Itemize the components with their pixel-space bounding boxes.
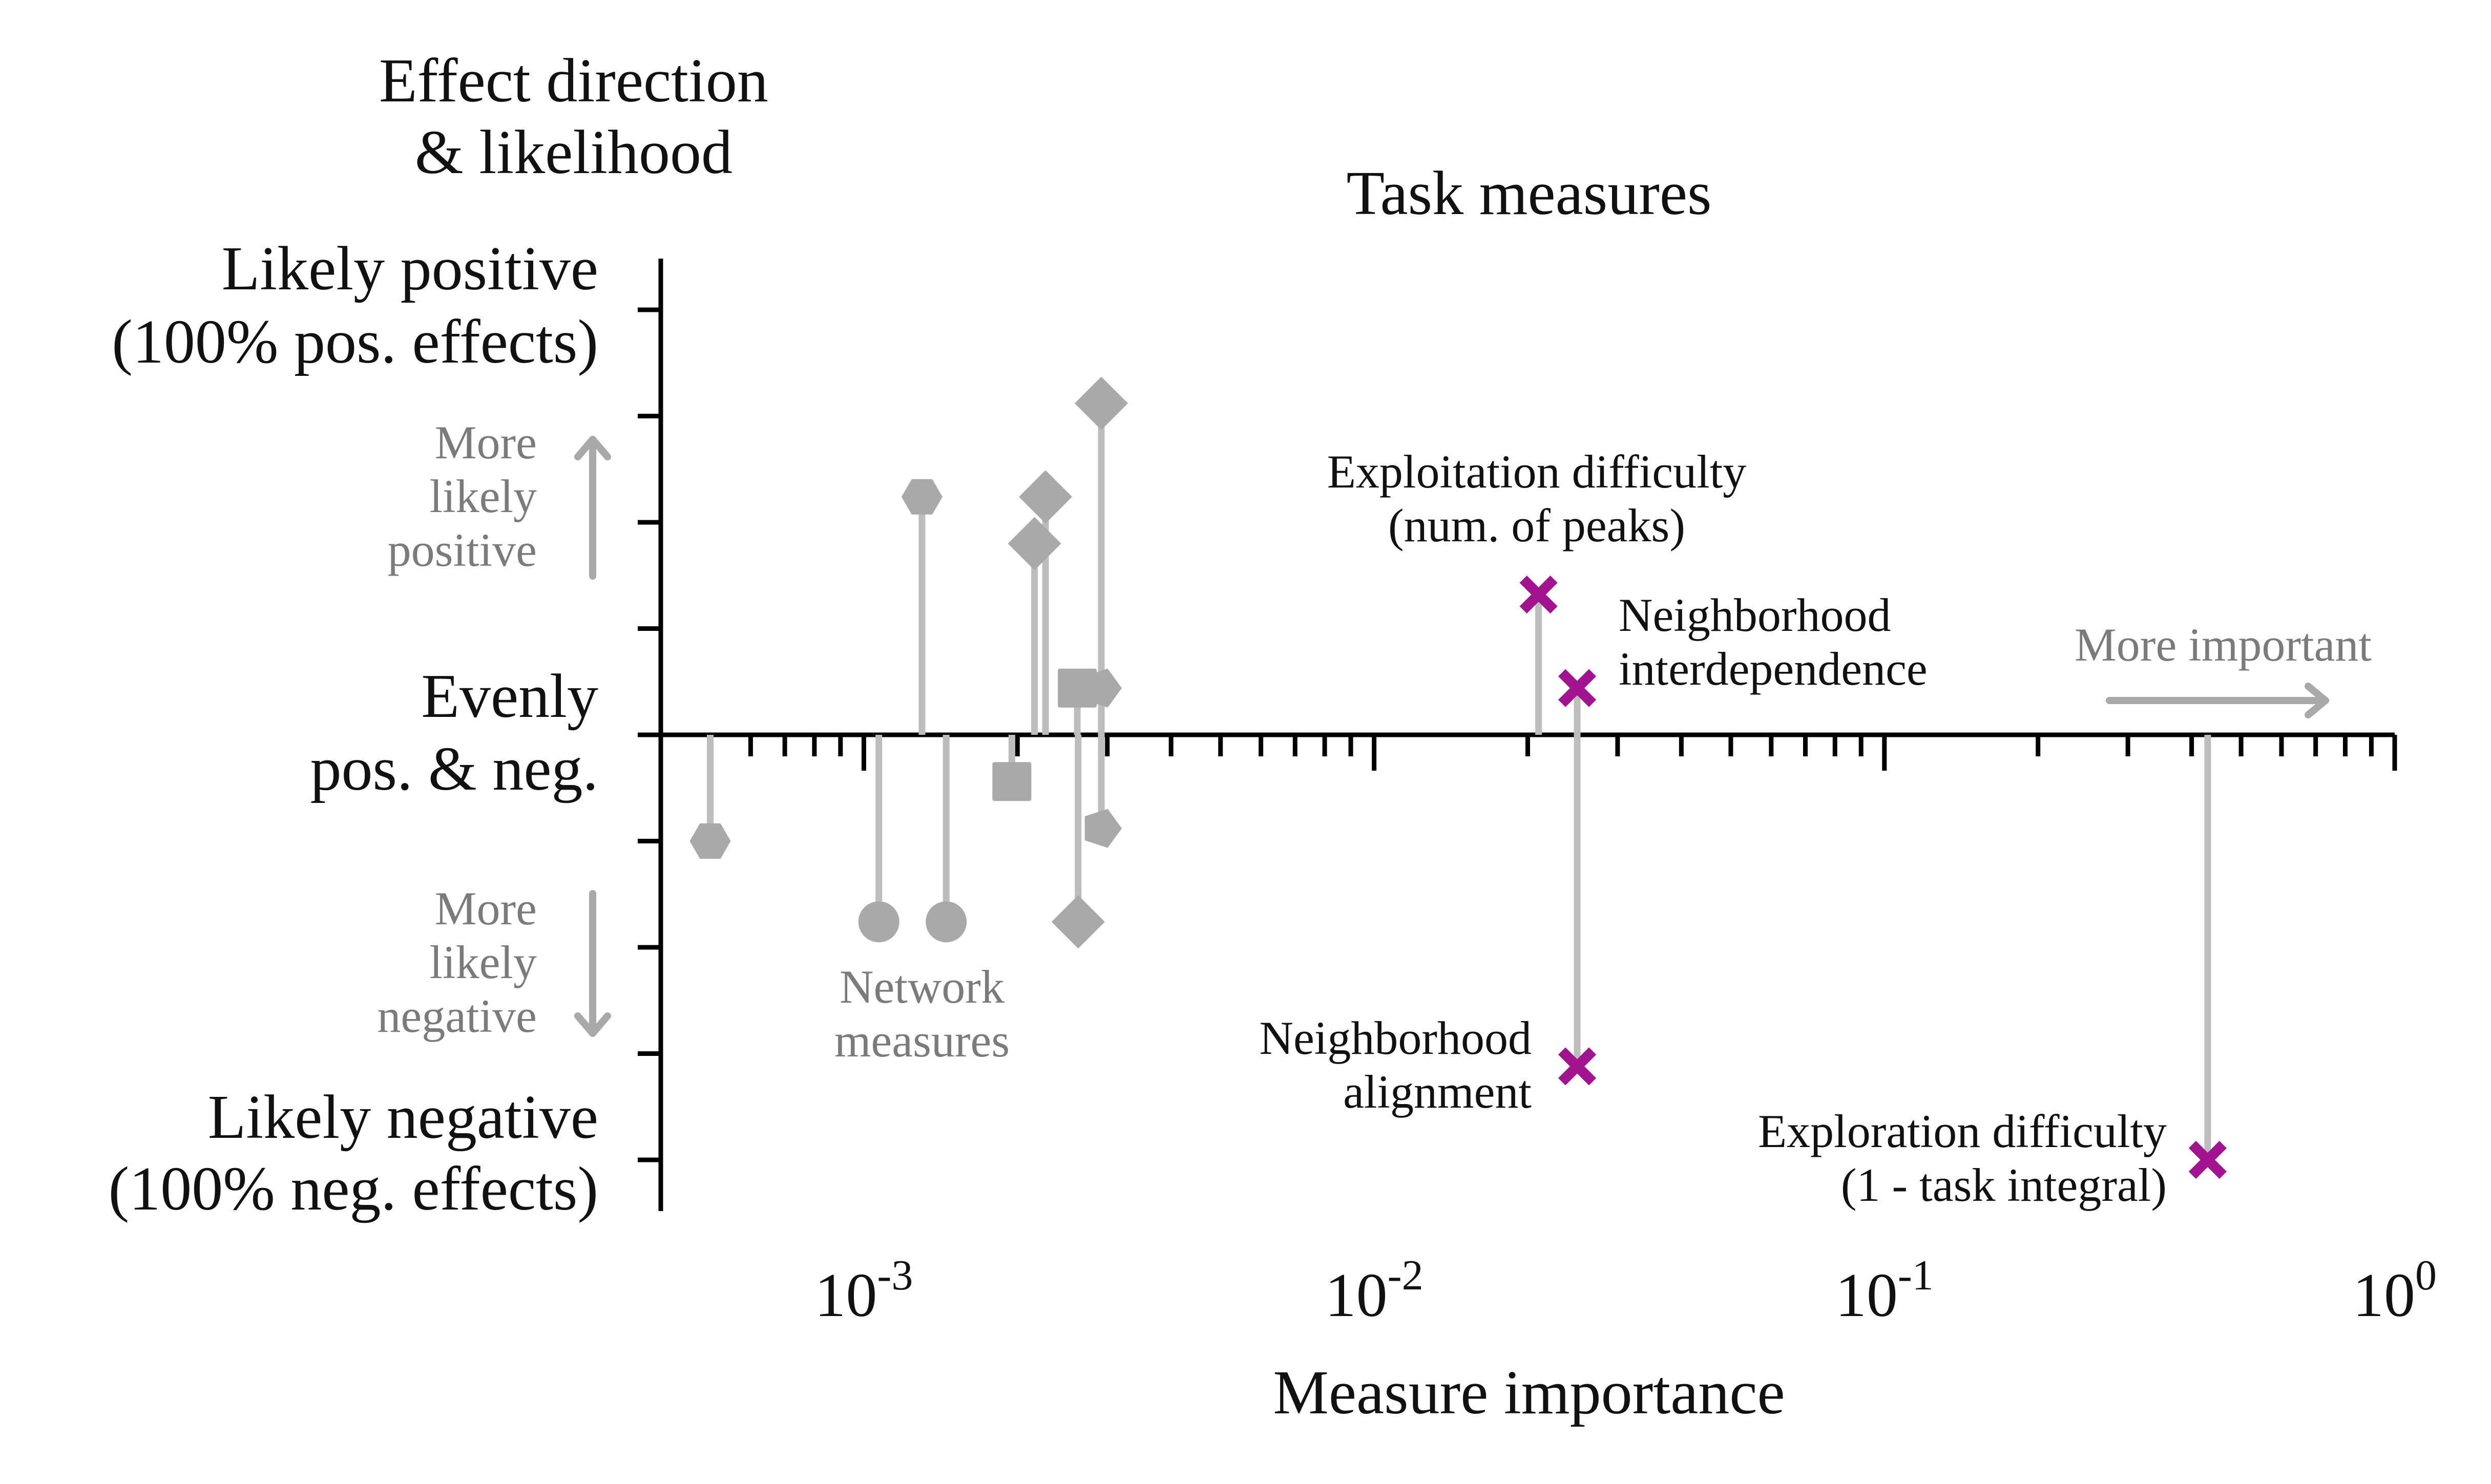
network-point-diamond-7 [1051, 895, 1105, 949]
stems-group [707, 403, 2211, 1160]
y-label-top-2: (100% pos. effects) [112, 307, 598, 376]
y-label-top-1: Likely positive [222, 234, 598, 303]
more-neg-line-2: likely [429, 936, 537, 988]
more-important-arrow [2106, 683, 2329, 718]
task-point-x-1 [1558, 669, 1597, 707]
task-point-x-2 [1558, 1047, 1597, 1086]
network-point-pentagon-11 [1084, 809, 1122, 848]
network-point-square-8 [992, 762, 1032, 801]
more-negative-arrow [574, 890, 611, 1037]
task-label-exploitation-2: (num. of peaks) [1388, 499, 1685, 552]
y-label-bottom-2: (100% neg. effects) [109, 1154, 598, 1223]
chart-title: Task measures [1346, 159, 1711, 228]
network-point-diamond-5 [1008, 517, 1061, 570]
x-tick-label-1: 10-2 [1325, 1252, 1424, 1330]
network-label-1: Network [840, 961, 1004, 1013]
more-pos-line-1: More [435, 416, 537, 469]
task-label-alignment-1: Neighborhood [1260, 1012, 1532, 1064]
ylabel-line-2: & likelihood [415, 118, 732, 187]
network-point-hexagon-0 [689, 823, 731, 859]
task-point-x-0 [1519, 576, 1558, 614]
network-point-hexagon-1 [901, 479, 943, 515]
more-pos-line-3: positive [388, 524, 537, 576]
markers-group [689, 376, 2227, 1179]
more-neg-line-3: negative [377, 990, 537, 1042]
y-label-mid-1: Evenly [421, 662, 598, 731]
x-tick-label-0: 10-3 [814, 1252, 913, 1330]
x-axis-label: Measure importance [1273, 1358, 1785, 1427]
more-neg-line-1: More [435, 882, 537, 935]
task-label-alignment-2: alignment [1343, 1066, 1532, 1118]
x-tick-label-3: 100 [2353, 1252, 2437, 1330]
network-point-diamond-6 [1075, 376, 1128, 430]
ylabel-line-1: Effect direction [379, 46, 768, 115]
more-pos-line-2: likely [429, 470, 537, 522]
y-label-bottom-1: Likely negative [208, 1083, 598, 1152]
task-label-exploitation-1: Exploitation difficulty [1327, 446, 1747, 498]
network-point-circle-3 [926, 901, 967, 943]
task-point-x-3 [2188, 1140, 2227, 1179]
more-positive-arrow [574, 436, 611, 580]
network-point-circle-2 [858, 901, 899, 943]
arrows-group [574, 436, 2329, 1037]
task-label-interdependence-2: interdependence [1619, 643, 1928, 695]
x-tick-label-2: 10-1 [1835, 1252, 1934, 1330]
labels-group: Effect direction & likelihood Task measu… [109, 46, 2437, 1427]
y-label-mid-2: pos. & neg. [310, 734, 598, 803]
network-point-diamond-4 [1019, 470, 1073, 524]
more-important-label: More important [2075, 619, 2372, 671]
task-label-exploration-1: Exploration difficulty [1758, 1105, 2167, 1157]
network-point-pentagon-10 [1084, 668, 1122, 708]
task-label-exploration-2: (1 - task integral) [1841, 1159, 2167, 1211]
network-label-2: measures [834, 1014, 1010, 1067]
task-label-interdependence-1: Neighborhood [1619, 589, 1891, 641]
